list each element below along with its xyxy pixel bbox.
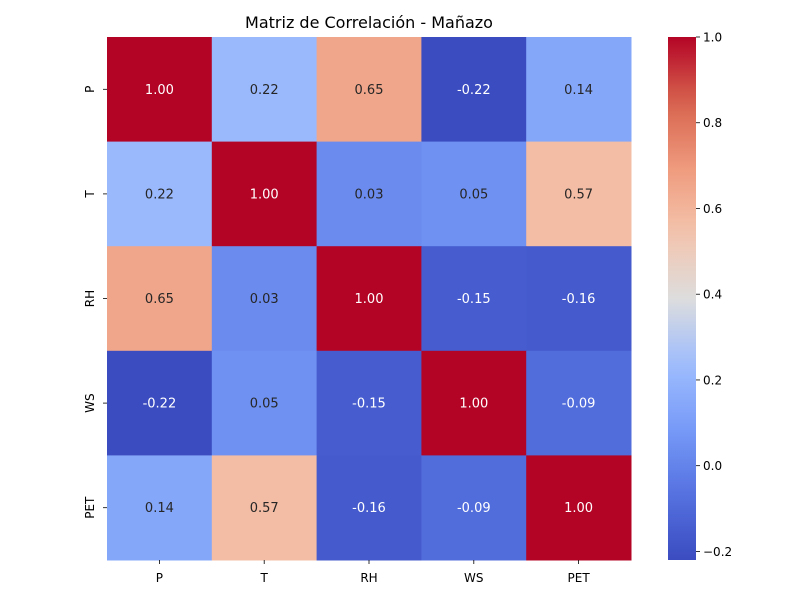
colorbar-tick-label: −0.2	[703, 545, 732, 559]
heatmap-cell	[107, 141, 213, 247]
heatmap-cell	[316, 246, 422, 352]
x-tick-label: P	[156, 571, 163, 585]
heatmap-cell	[421, 350, 527, 456]
colorbar-gradient	[668, 37, 696, 560]
heatmap-cell	[107, 246, 213, 352]
colorbar: 1.0 0.8 0.6 0.4 0.2 0.0 −0.2	[668, 31, 732, 560]
cell-value-label: 0.57	[564, 187, 593, 202]
cell-value-label: -0.22	[457, 83, 491, 98]
cell-value-label: 0.14	[564, 83, 593, 98]
heatmap-cell	[421, 37, 527, 143]
heatmap-cell	[211, 350, 318, 456]
colorbar-tick-label: 0.4	[703, 288, 722, 302]
cell-value-label: 0.65	[145, 292, 174, 307]
cell-value-label: 0.22	[250, 83, 279, 98]
x-tick-label: WS	[464, 571, 483, 585]
cell-value-label: 0.14	[145, 501, 174, 516]
cell-value-label: 0.22	[145, 187, 174, 202]
y-tick-label: RH	[83, 290, 97, 307]
cell-value-label: 0.05	[459, 187, 488, 202]
heatmap-cell	[107, 37, 213, 143]
heatmap-cell	[526, 246, 632, 352]
cell-value-label: 0.65	[355, 83, 384, 98]
heatmap-cell	[526, 350, 632, 456]
y-tick-label: WS	[83, 393, 97, 412]
y-tick-label: P	[83, 86, 97, 93]
y-axis: P T RH WS PET	[83, 86, 107, 519]
cell-value-label: -0.15	[352, 397, 386, 412]
heatmap-cell	[211, 455, 318, 561]
heatmap-cell	[316, 455, 422, 561]
colorbar-tick-label: 1.0	[703, 31, 722, 45]
cell-value-label: 1.00	[459, 397, 488, 412]
heatmap-cell	[421, 455, 527, 561]
cell-value-label: -0.15	[457, 292, 491, 307]
cell-value-label: 0.57	[250, 501, 279, 516]
chart-title: Matriz de Correlación - Mañazo	[245, 13, 493, 32]
cell-value-label: -0.16	[562, 292, 596, 307]
x-tick-label: RH	[360, 571, 377, 585]
heatmap-cell	[211, 141, 318, 247]
cell-value-label: 1.00	[355, 292, 384, 307]
heatmap-cell	[107, 350, 213, 456]
colorbar-tick-label: 0.8	[703, 116, 722, 130]
cell-value-label: 0.05	[250, 397, 279, 412]
colorbar-tick-label: 0.2	[703, 373, 722, 387]
heatmap-cell	[316, 350, 422, 456]
colorbar-tick-label: 0.6	[703, 202, 722, 216]
heatmap-cell	[211, 246, 318, 352]
x-axis: P T RH WS PET	[156, 560, 591, 585]
x-tick-label: PET	[568, 571, 591, 585]
cell-value-label: -0.09	[457, 501, 491, 516]
cell-value-label: 0.03	[250, 292, 279, 307]
heatmap-cell	[316, 37, 422, 143]
cell-value-label: 1.00	[564, 501, 593, 516]
cell-value-label: 0.03	[355, 187, 384, 202]
heatmap-cell	[526, 141, 632, 247]
cell-value-label: -0.16	[352, 501, 386, 516]
x-tick-label: T	[260, 571, 269, 585]
heatmap-cell	[316, 141, 422, 247]
heatmap-cell	[107, 455, 213, 561]
cell-value-label: 1.00	[250, 187, 279, 202]
cell-value-label: -0.22	[143, 397, 177, 412]
y-tick-label: PET	[83, 496, 97, 519]
y-tick-label: T	[83, 190, 97, 199]
cell-value-label: 1.00	[145, 83, 174, 98]
heatmap-cell	[211, 37, 318, 143]
cell-value-label: -0.09	[562, 397, 596, 412]
heatmap-cell	[421, 141, 527, 247]
heatmap-cell	[526, 455, 632, 561]
colorbar-tick-label: 0.0	[703, 459, 722, 473]
heatmap-cell	[526, 37, 632, 143]
heatmap-cells: 1.00 0.22 0.65 -0.22 0.14 0.22 1.00 0.03 0.05 0.5…	[107, 37, 632, 561]
heatmap-cell	[421, 246, 527, 352]
